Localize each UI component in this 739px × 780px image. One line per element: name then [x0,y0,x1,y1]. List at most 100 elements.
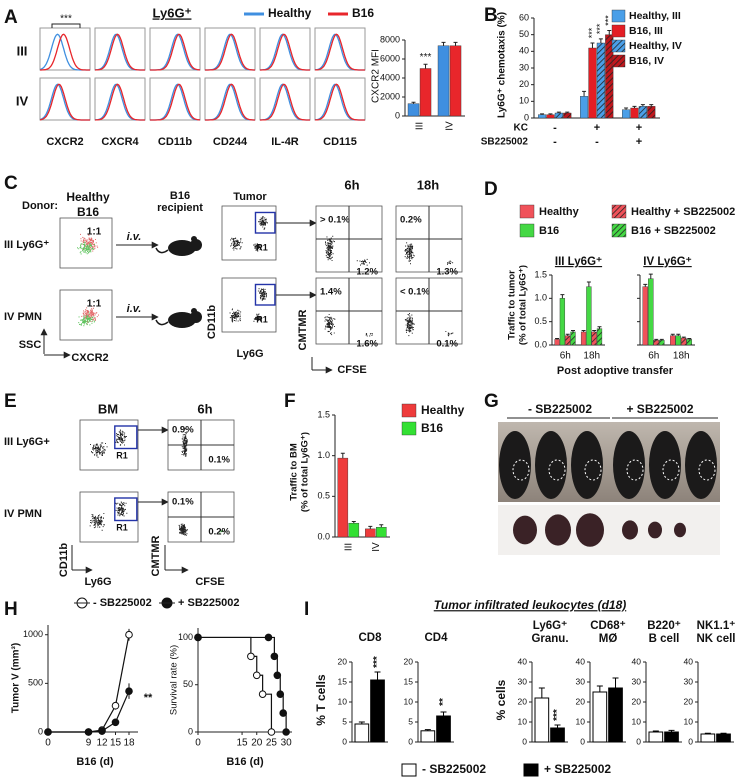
error-bar [704,732,711,734]
y-tick-label: 40 [576,656,586,666]
error-bar [687,337,692,340]
bar [538,114,547,119]
histogram-frame [314,77,366,121]
gate [254,211,276,234]
tumor-outline [626,459,644,481]
point [258,690,267,698]
error-bar [649,104,654,107]
y-tick-label: 40 [518,656,528,666]
legend-label: B16 [421,421,443,435]
error-bar [668,729,675,732]
legend-label: Healthy + SB225002 [631,206,735,218]
x-tick-label: 9 [86,738,92,749]
y-tick-label: 1.5 [317,409,330,419]
legend-swatch [523,763,539,777]
y-tick-label: 5 [342,716,347,726]
histogram-frame [149,27,201,71]
histogram-frame [39,27,91,71]
legend-swatch [519,204,535,219]
gate-percent: < 0.1% [400,287,430,298]
flow-events [229,308,242,323]
panel-letter: E [4,391,17,412]
x-tick-label: 15 [110,738,122,749]
axis-label: SSC [19,339,42,351]
y-tick-label: 1.0 [317,450,330,460]
flow-events [181,428,188,457]
bar [563,112,572,119]
legend-label: B16, IV [629,55,664,67]
point [194,633,202,642]
legend-label: + SB225002 [178,597,239,609]
mouse-icon [155,308,202,328]
flow-plot [79,491,139,543]
mouse-head [190,311,202,323]
ratio-label: 1:1 [87,299,102,310]
gate-percent: 0.2% [400,215,422,226]
point [98,727,106,735]
flow-events [324,313,336,336]
gate [114,425,138,450]
error-bar [659,338,664,341]
y-tick-label: 2000 [380,91,400,101]
legend-label: B16 [539,225,559,237]
histogram-curve [40,33,90,71]
error-bar [379,524,384,528]
marker-label: CXCR2 [46,136,83,148]
flow-events [257,288,267,301]
x-axis-label: Post adoptive transfer [557,365,674,377]
mouse-tail [155,319,169,326]
y-tick-label: 50 [183,679,193,689]
error-bar [612,677,619,688]
y-tick-label: 20 [684,696,694,706]
flow-events [404,313,415,337]
bar [670,335,676,346]
flow-plot [79,419,139,471]
y-tick-label: 4000 [380,72,400,82]
gate-percent: 0.1% [172,497,194,508]
y-axis-label: % cells [494,679,508,720]
panel-letter: D [484,179,498,200]
y-tick-label: 0 [688,736,693,746]
subchart-title: B220⁺ [647,620,681,632]
legend-label: - SB225002 [93,597,152,609]
x-axis-label: B16 (d) [76,756,114,768]
bar [675,335,682,346]
bar [686,339,693,346]
error-bar [676,333,681,336]
bar [622,109,631,119]
legend-label: Healthy, IV [629,40,682,52]
legend-swatch [611,9,626,23]
y-tick-label: 0.5 [317,491,330,501]
x-tick-label: 18h [583,351,600,362]
bar [559,298,566,346]
error-bar [374,671,381,680]
error-bar [538,687,545,698]
x-tick-label: 15 [237,738,249,749]
bar [534,697,550,743]
legend-swatch [401,403,417,418]
mouse-body [168,240,196,256]
flow-events [325,235,335,262]
y-axis-label: Ly6G⁺ chemotaxis (%) [497,12,508,118]
recipient-label: recipient [157,202,203,214]
error-bar [640,104,645,107]
flow-events [253,243,262,252]
timepoint-label: 18h [417,177,439,192]
histogram-curve [315,33,365,71]
gate-percent: > 0.1% [320,215,350,226]
x-tick-label: 6h [648,351,659,362]
mouse-photo [535,431,567,499]
error-bar [351,521,356,524]
subchart-title: NK1.1⁺ [697,620,736,632]
x-tick-label: III [415,122,426,130]
histogram-curve [150,33,201,71]
bar [681,337,687,346]
point [84,728,93,736]
error-bar [565,111,570,113]
legend-swatch [401,763,417,777]
bar [337,457,349,538]
subchart-title: CD4 [424,632,448,644]
significance: *** [595,23,605,34]
bar [354,723,370,743]
gate-label: R1 [116,450,128,460]
